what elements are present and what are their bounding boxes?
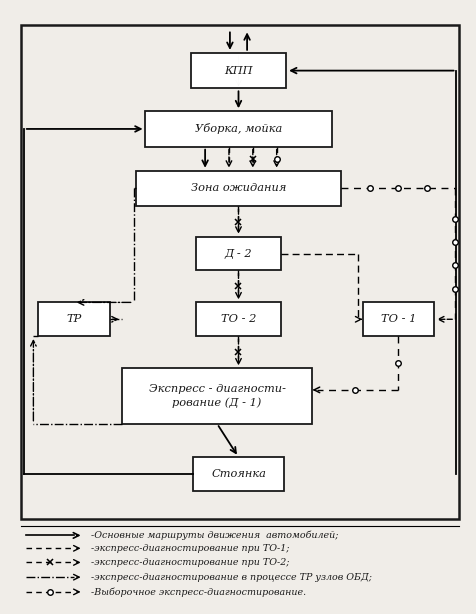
Bar — [21, 25, 458, 519]
Text: Стоянка: Стоянка — [210, 469, 266, 479]
Bar — [38, 303, 109, 336]
Text: КПП: КПП — [224, 66, 252, 76]
Text: -Основные маршруты движения  автомобилей;: -Основные маршруты движения автомобилей; — [90, 530, 337, 540]
Text: -Выборочное экспресс-диагностирование.: -Выборочное экспресс-диагностирование. — [90, 587, 305, 597]
Text: Экспресс - диагности-
рование (Д - 1): Экспресс - диагности- рование (Д - 1) — [148, 384, 285, 408]
Text: ТР: ТР — [66, 314, 81, 324]
Text: -экспресс-диагностирование при ТО-1;: -экспресс-диагностирование при ТО-1; — [90, 544, 288, 553]
Text: ТО - 1: ТО - 1 — [380, 314, 415, 324]
Bar — [190, 53, 286, 88]
Text: Зона ожидания: Зона ожидания — [190, 184, 286, 193]
Text: -экспресс-диагностирование в процессе ТР узлов ОБД;: -экспресс-диагностирование в процессе ТР… — [90, 573, 371, 581]
Text: Д - 2: Д - 2 — [224, 249, 252, 258]
Bar — [193, 457, 283, 491]
Bar — [362, 303, 433, 336]
Bar — [136, 171, 340, 206]
Text: Уборка, мойка: Уборка, мойка — [195, 123, 281, 134]
Bar — [195, 303, 281, 336]
Bar — [145, 111, 331, 147]
Text: ТО - 2: ТО - 2 — [220, 314, 256, 324]
Bar — [195, 236, 281, 270]
Bar — [121, 368, 312, 424]
Text: -экспресс-диагностирование при ТО-2;: -экспресс-диагностирование при ТО-2; — [90, 558, 288, 567]
